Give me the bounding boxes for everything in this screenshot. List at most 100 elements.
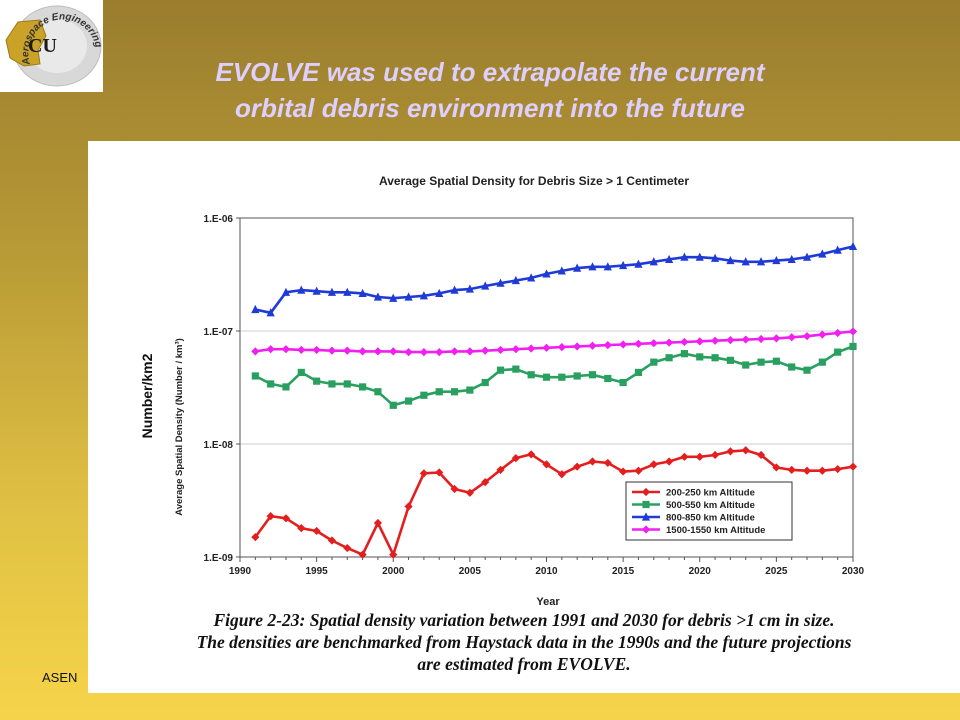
data-point [435, 388, 443, 396]
data-point [327, 346, 337, 355]
data-point [312, 526, 321, 536]
data-point [312, 286, 321, 295]
series-line [255, 245, 854, 315]
data-point [496, 345, 505, 355]
x-axis-label: Year [536, 596, 560, 608]
data-point [665, 354, 673, 362]
data-point [680, 452, 689, 461]
data-point [756, 450, 766, 460]
data-point [787, 465, 796, 474]
data-point [527, 273, 536, 282]
data-point [266, 345, 275, 354]
overlay-y-axis-label: Number/km2 [139, 353, 155, 438]
data-point [404, 348, 413, 357]
data-point [849, 342, 857, 351]
data-point [756, 334, 766, 344]
data-point [726, 255, 735, 265]
data-point [726, 447, 735, 456]
data-point [512, 365, 520, 373]
x-tick-label: 1995 [306, 566, 329, 577]
data-point [297, 285, 306, 294]
data-point [772, 463, 781, 472]
caption-line2: The densities are benchmarked from Hayst… [196, 632, 852, 652]
data-point [312, 345, 321, 355]
data-point [297, 368, 305, 377]
slide-title-line2: orbital debris environment into the futu… [235, 93, 745, 123]
data-point [313, 377, 321, 385]
series-line [254, 448, 854, 556]
data-point [266, 308, 275, 317]
data-point [281, 514, 291, 523]
series-500-550 [251, 342, 857, 409]
data-point [496, 366, 505, 374]
data-point [281, 345, 291, 354]
data-point [711, 354, 719, 362]
data-point [542, 343, 551, 352]
data-point [665, 254, 674, 264]
chart-title: Average Spatial Density for Debris Size … [379, 174, 689, 188]
data-point [373, 518, 383, 528]
data-point [742, 361, 750, 369]
data-point [650, 358, 658, 366]
x-tick-label: 2005 [459, 566, 482, 577]
data-point [619, 340, 628, 349]
data-point [603, 262, 612, 271]
caption-line1: Figure 2-23: Spatial density variation b… [213, 610, 835, 630]
footer-text: ASEN [42, 670, 78, 685]
x-axis-ticks: 1990 1995 2000 2005 2010 2015 2020 2025 2030 [229, 557, 865, 577]
data-point [665, 457, 674, 466]
data-point [420, 391, 428, 399]
figure-caption: Figure 2-23: Spatial density variation b… [88, 609, 960, 675]
data-point [389, 550, 398, 559]
data-point [358, 550, 367, 559]
data-point [696, 353, 704, 361]
data-point [695, 452, 704, 461]
data-point [573, 263, 582, 272]
data-point [641, 512, 651, 521]
x-tick-label: 2000 [382, 566, 405, 577]
data-point [573, 462, 582, 471]
data-point [404, 292, 413, 301]
data-point [328, 380, 336, 388]
data-point [435, 468, 444, 477]
data-point [389, 401, 397, 409]
data-point [435, 288, 444, 298]
data-point [833, 464, 842, 474]
data-point [465, 284, 474, 293]
data-point [848, 462, 858, 471]
logo-monogram: CU [28, 35, 57, 57]
data-point [481, 281, 490, 290]
data-point [435, 348, 444, 357]
data-point [787, 333, 796, 342]
data-point [511, 454, 520, 463]
data-point [680, 337, 689, 347]
data-point [619, 378, 627, 387]
data-point [818, 358, 826, 366]
data-point [818, 330, 827, 339]
data-point [588, 457, 597, 466]
legend-label: 500-550 km Altitude [666, 500, 755, 511]
data-point [619, 260, 628, 270]
data-point [573, 372, 581, 380]
data-point [343, 380, 351, 388]
data-point [818, 466, 827, 475]
x-tick-label: 2030 [842, 566, 865, 577]
data-point [741, 257, 750, 266]
data-point [450, 347, 459, 356]
data-point [772, 255, 781, 265]
data-point [343, 346, 352, 355]
data-point [389, 347, 398, 356]
series-800-850 [251, 241, 858, 317]
data-point [603, 458, 612, 468]
data-point [634, 466, 643, 475]
data-point [359, 383, 367, 391]
data-point [419, 348, 428, 357]
data-point [834, 348, 842, 356]
data-point [404, 502, 413, 511]
data-point [374, 388, 382, 396]
data-point [542, 373, 551, 381]
data-point [741, 335, 750, 344]
data-point [527, 450, 536, 459]
x-tick-label: 2015 [612, 566, 635, 577]
